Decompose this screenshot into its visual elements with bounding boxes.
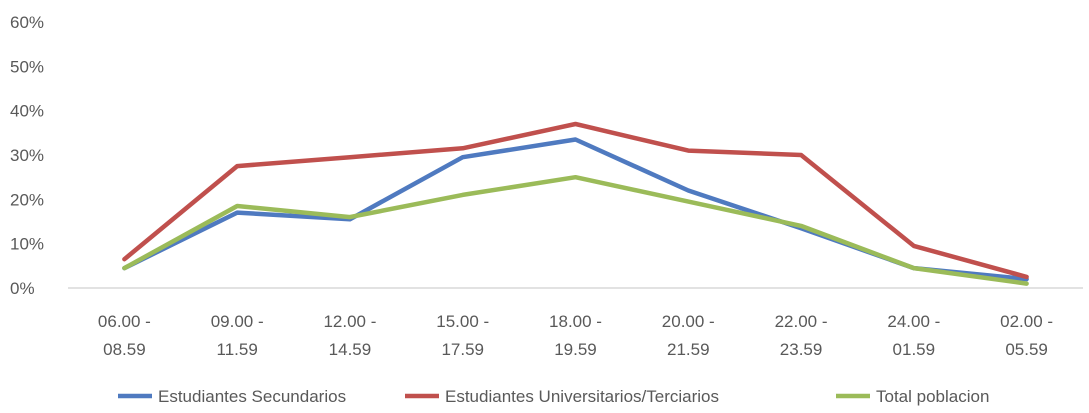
- series-line-3: [122, 174, 1029, 286]
- x-tick-label: 24.00 -: [887, 312, 940, 331]
- legend-label: Estudiantes Universitarios/Terciarios: [445, 387, 719, 406]
- series-layer: [122, 121, 1029, 286]
- y-tick-label: 40%: [10, 102, 44, 121]
- x-tick-label: 18.00 -: [549, 312, 602, 331]
- legend-label: Estudiantes Secundarios: [158, 387, 346, 406]
- y-tick-label: 60%: [10, 13, 44, 32]
- x-tick-label: 02.00 -: [1000, 312, 1053, 331]
- legend: Estudiantes Secundarios Estudiantes Unive…: [118, 387, 989, 406]
- x-tick-label: 05.59: [1005, 340, 1048, 359]
- y-tick-label: 10%: [10, 235, 44, 254]
- x-tick-label: 22.00 -: [775, 312, 828, 331]
- x-tick-label: 15.00 -: [436, 312, 489, 331]
- y-tick-label: 20%: [10, 190, 44, 209]
- x-tick-label: 11.59: [217, 340, 258, 359]
- y-tick-label: 0%: [10, 279, 35, 298]
- series-line-2: [122, 121, 1029, 280]
- x-tick-label: 14.59: [329, 340, 372, 359]
- x-tick-label: 17.59: [441, 340, 484, 359]
- x-axis: 06.00 - 08.59 09.00 - 11.59 12.00 - 14.59 15.0…: [98, 312, 1053, 359]
- x-tick-label: 21.59: [667, 340, 710, 359]
- x-tick-label: 19.59: [554, 340, 597, 359]
- x-tick-label: 20.00 -: [662, 312, 715, 331]
- x-tick-label: 08.59: [103, 340, 146, 359]
- x-tick-label: 09.00 -: [211, 312, 264, 331]
- y-tick-label: 30%: [10, 146, 44, 165]
- x-tick-label: 01.59: [893, 340, 936, 359]
- y-axis: 0% 10% 20% 30% 40% 50% 60%: [10, 13, 44, 298]
- legend-label: Total poblacion: [876, 387, 989, 406]
- x-tick-label: 06.00 -: [98, 312, 151, 331]
- y-tick-label: 50%: [10, 57, 44, 76]
- x-tick-label: 23.59: [780, 340, 823, 359]
- x-tick-label: 12.00 -: [323, 312, 376, 331]
